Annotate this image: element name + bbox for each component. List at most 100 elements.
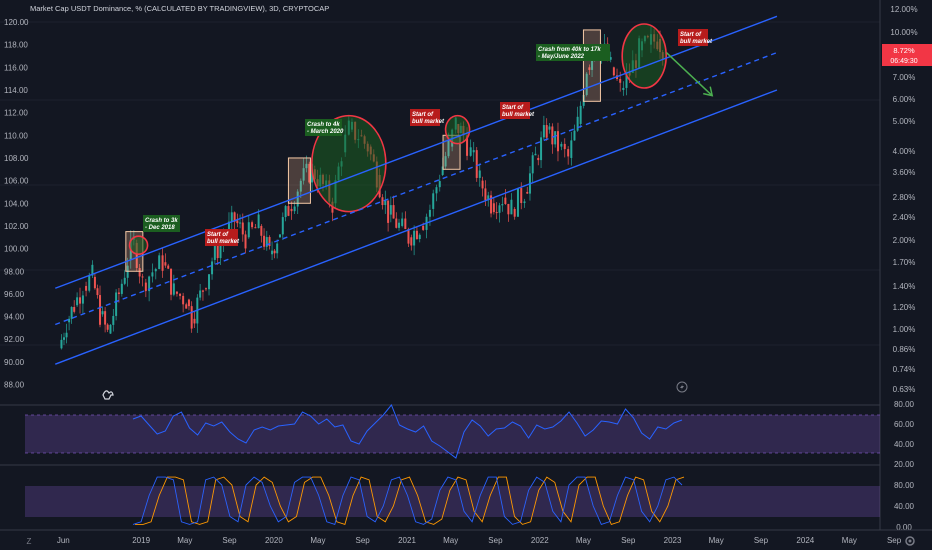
price-badge: 8.72% 06:49:30 <box>882 44 932 66</box>
candle-body <box>478 170 481 178</box>
right-tick-label: 4.00% <box>893 147 916 156</box>
x-tick-label: Sep <box>621 536 636 545</box>
left-tick-label: 112.00 <box>4 109 28 118</box>
candle-body <box>109 324 112 334</box>
candle-body <box>179 293 182 296</box>
candle-body <box>444 156 447 167</box>
x-tick-label: Sep <box>887 536 902 545</box>
crash-box <box>582 29 601 102</box>
price-badge-value: 8.72% <box>893 46 915 55</box>
rsi-tick-label: 80.00 <box>894 400 915 409</box>
left-axis: 120.00 118.00 116.00 114.00 112.00 110.00 108.… <box>4 18 29 390</box>
candle-body <box>501 204 504 206</box>
right-tick-label: 2.80% <box>893 193 916 202</box>
candle-body <box>384 200 387 206</box>
candle-body <box>622 87 625 90</box>
stoch-d-line <box>135 476 685 525</box>
x-tick-label: May <box>443 536 458 545</box>
candle-body <box>392 205 395 219</box>
candle-body <box>447 139 450 157</box>
annotation-bg <box>410 109 440 126</box>
left-tick-label: 108.00 <box>4 154 29 163</box>
candle-body <box>73 306 76 312</box>
candle-body <box>523 201 526 204</box>
candle-body <box>516 188 519 217</box>
settings-icon[interactable] <box>905 536 915 546</box>
rsi-band <box>25 415 880 453</box>
left-tick-label: 116.00 <box>4 63 28 72</box>
candle-body <box>576 116 579 131</box>
left-tick-label: 88.00 <box>4 381 25 390</box>
annotation-label: Crash from 40k to 17k- May/June 2022 <box>536 44 610 61</box>
x-tick-label: May <box>576 536 591 545</box>
candle-body <box>271 250 274 255</box>
annotation-text: Crash to 3k <box>145 218 178 224</box>
candle-body <box>432 193 435 209</box>
candle-body <box>545 125 548 138</box>
stoch-pane <box>132 476 685 525</box>
left-tick-label: 120.00 <box>4 18 29 27</box>
candle-body <box>96 288 99 296</box>
candle-body <box>161 255 164 271</box>
x-tick-label: 2019 <box>132 536 150 545</box>
annotation-text: Start of <box>412 112 434 118</box>
candle-body <box>554 131 557 145</box>
bolt-icon[interactable] <box>676 381 688 393</box>
candle-body <box>170 268 173 295</box>
candle-body <box>141 276 144 278</box>
x-tick-label: 2024 <box>796 536 814 545</box>
candle-body <box>65 332 68 338</box>
candle-body <box>204 288 207 290</box>
candle-body <box>247 222 250 238</box>
candle-body <box>219 242 222 259</box>
right-tick-label: 7.00% <box>893 73 916 82</box>
right-tick-label: 5.00% <box>893 117 916 126</box>
right-axis: 12.00%10.00%8.00%7.00%6.00%5.00%4.00%3.6… <box>890 5 917 532</box>
candle-body <box>175 291 178 294</box>
candle-body <box>104 311 107 325</box>
candle-body <box>560 143 563 147</box>
right-tick-label: 0.86% <box>893 345 916 354</box>
left-tick-label: 96.00 <box>4 290 25 299</box>
channel-lower-line <box>55 89 778 365</box>
candle-body <box>211 261 214 275</box>
candle-body <box>520 188 523 204</box>
right-tick-label: 1.20% <box>893 303 916 312</box>
chart-title: Market Cap USDT Dominance, % (CALCULATED… <box>30 4 329 13</box>
candle-body <box>278 234 281 238</box>
candle-body <box>167 265 170 269</box>
annotation-text: - March 2020 <box>307 129 344 135</box>
timezone-label: Z <box>27 537 32 546</box>
candle-body <box>254 227 257 229</box>
bull-ellipse <box>128 235 149 256</box>
candle-body <box>567 149 570 157</box>
candle-body <box>415 230 418 240</box>
x-tick-label: Sep <box>754 536 769 545</box>
candle-body <box>158 255 161 270</box>
candle-body <box>413 230 416 246</box>
x-tick-label: Jun <box>57 536 70 545</box>
annotation-text: Crash from 40k to 17k <box>538 47 601 53</box>
candle-body <box>585 73 588 95</box>
timezone-button[interactable]: Z <box>27 537 32 546</box>
right-tick-label: 1.40% <box>893 282 916 291</box>
stoch-tick-label: 80.00 <box>894 481 915 490</box>
candle-body <box>381 197 384 206</box>
crash-box <box>287 157 311 204</box>
x-tick-label: 2020 <box>265 536 283 545</box>
candle-body <box>534 153 537 156</box>
candle-body <box>305 163 308 169</box>
candle-body <box>81 295 84 304</box>
candle-body <box>428 209 431 217</box>
candle-body <box>551 126 554 145</box>
bull-ellipses <box>128 23 667 256</box>
stoch-tick-label: 40.00 <box>894 502 915 511</box>
candle-body <box>123 277 126 284</box>
candle-body <box>487 195 490 201</box>
candle-body <box>85 285 88 291</box>
candle-body <box>241 222 244 235</box>
candle-body <box>276 243 279 254</box>
trend-channel <box>55 15 778 365</box>
